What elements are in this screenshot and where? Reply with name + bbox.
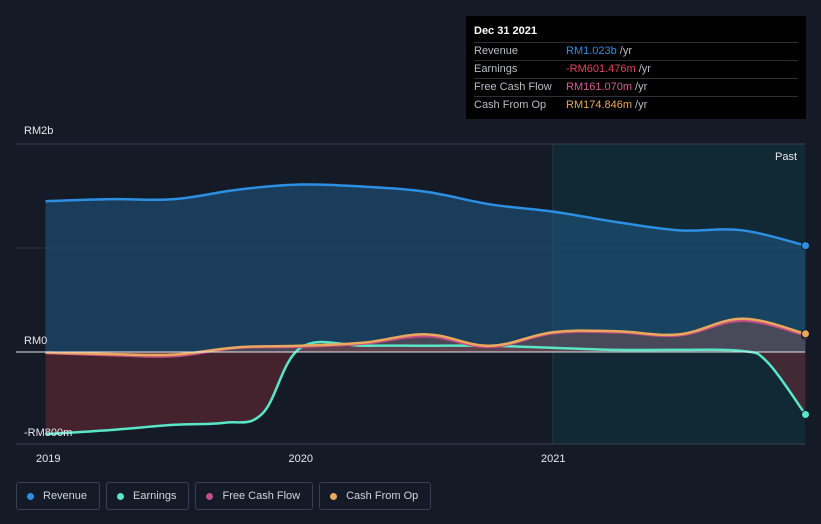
line-cash-from-op: [45, 317, 806, 357]
x-tick-label: 2019: [36, 453, 60, 465]
tooltip-row-free-cash-flow: Free Cash Flow RM161.070m /yr: [474, 78, 798, 96]
tooltip-label: Earnings: [474, 63, 518, 75]
legend-item-earnings[interactable]: Earnings: [106, 482, 190, 510]
legend-dot-icon: [117, 492, 125, 500]
legend-label: Cash From Op: [346, 490, 419, 502]
tooltip-row-cash-from-op: Cash From Op RM174.846m /yr: [474, 96, 798, 114]
tooltip-label: Revenue: [474, 45, 519, 57]
tooltip-value: RM174.846m: [566, 99, 633, 111]
endpoint-revenue: [801, 241, 810, 251]
legend-item-free-cash-flow[interactable]: Free Cash Flow: [195, 482, 314, 510]
endpoint-cash-from-op: [801, 329, 810, 339]
tooltip-unit: /yr: [619, 45, 632, 57]
legend-dot-icon: [206, 492, 214, 500]
tooltip-unit: /yr: [638, 63, 651, 75]
tooltip-label: Free Cash Flow: [474, 81, 552, 93]
x-tick-label: 2021: [541, 453, 565, 465]
area-earnings: [45, 341, 806, 435]
tooltip-value: -RM601.476m: [566, 63, 636, 75]
legend-item-revenue[interactable]: Revenue: [16, 482, 101, 510]
legend-dot-icon: [27, 492, 34, 500]
tooltip-row-revenue: Revenue RM1.023b /yr: [474, 42, 798, 60]
line-revenue: [45, 183, 806, 247]
y-axis-label: RM2b: [24, 125, 53, 137]
endpoint-earnings: [801, 410, 810, 420]
past-label: Past: [775, 151, 797, 163]
tooltip-unit: /yr: [635, 99, 648, 111]
data-tooltip: Dec 31 2021 Revenue RM1.023b /yr Earning…: [466, 16, 806, 119]
tooltip-date: Dec 31 2021: [474, 25, 537, 37]
x-tick-label: 2020: [289, 453, 313, 465]
tooltip-unit: /yr: [635, 81, 648, 93]
y-axis-label: RM0: [24, 335, 47, 347]
tooltip-label: Cash From Op: [474, 99, 547, 111]
tooltip-value: RM161.070m: [566, 81, 633, 93]
line-earnings: [45, 340, 807, 436]
area-free-cash-flow: [45, 320, 806, 357]
tooltip-row-earnings: Earnings -RM601.476m /yr: [474, 60, 798, 78]
area-revenue: [45, 184, 806, 352]
legend-label: Revenue: [43, 490, 88, 502]
legend-dot-icon: [330, 492, 338, 500]
legend-item-cash-from-op[interactable]: Cash From Op: [319, 482, 432, 510]
legend-label: Free Cash Flow: [222, 490, 301, 502]
chart-legend: Revenue Earnings Free Cash Flow Cash Fro…: [16, 482, 432, 510]
tooltip-value: RM1.023b: [566, 45, 617, 57]
y-axis-label: -RM800m: [24, 427, 72, 439]
legend-label: Earnings: [133, 490, 177, 502]
